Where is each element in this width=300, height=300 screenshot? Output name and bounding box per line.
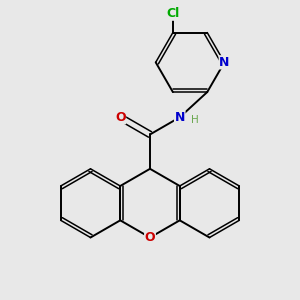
Text: O: O bbox=[115, 111, 126, 124]
Text: O: O bbox=[145, 231, 155, 244]
Text: Cl: Cl bbox=[166, 7, 179, 20]
Text: N: N bbox=[219, 56, 230, 69]
Text: N: N bbox=[175, 111, 185, 124]
Text: H: H bbox=[190, 115, 198, 125]
